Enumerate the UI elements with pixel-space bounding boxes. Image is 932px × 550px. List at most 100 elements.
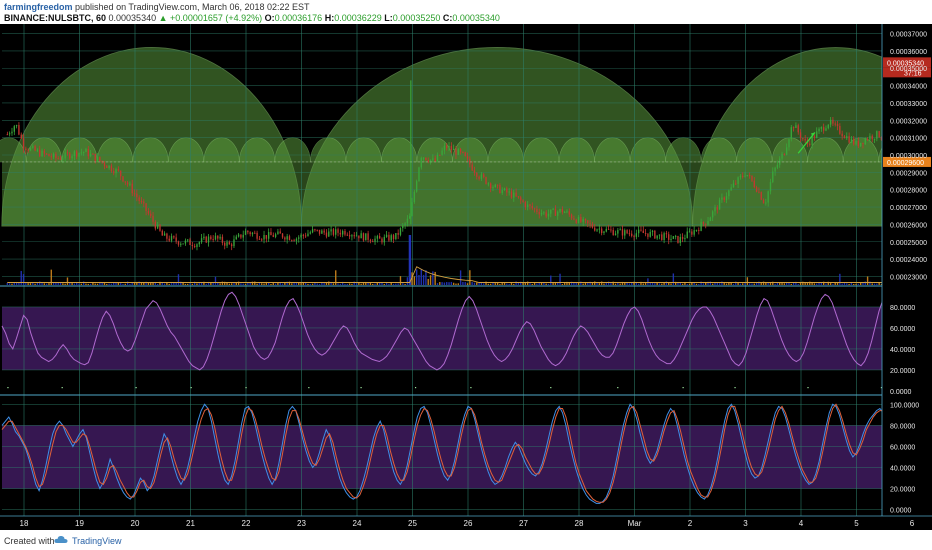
volume-bar <box>108 283 110 285</box>
volume-bar <box>561 283 564 285</box>
candle-body <box>57 158 59 160</box>
volume-bar <box>543 282 545 285</box>
candle-body <box>788 139 790 148</box>
candle-body <box>744 175 746 177</box>
volume-bar <box>818 281 820 285</box>
candle-body <box>92 153 94 155</box>
candle-body <box>596 229 598 231</box>
candle-body <box>316 229 318 231</box>
candle-body <box>175 237 177 242</box>
volume-bar <box>406 277 409 285</box>
stoch-rsi-tick-label: 100.0000 <box>890 402 919 409</box>
last-price-badge-label: 0.00035340 <box>887 60 924 67</box>
volume-bar <box>133 282 136 285</box>
candle-body <box>829 119 832 125</box>
candle-body <box>59 158 62 160</box>
candle-body <box>34 146 36 151</box>
candle-body <box>415 181 418 192</box>
candle-body <box>212 239 214 241</box>
candle-body <box>314 229 316 231</box>
candle-body <box>644 233 647 235</box>
volume-bar <box>617 282 619 285</box>
candle-body <box>515 192 517 197</box>
volume-bar <box>871 283 873 285</box>
volume-bar <box>628 283 631 285</box>
level-badge-label: 0.00029600 <box>887 160 924 167</box>
candle-body <box>436 154 439 162</box>
volume-bar <box>351 283 353 285</box>
author-link[interactable]: farmingfreedom <box>4 2 73 12</box>
volume-bar <box>311 283 314 285</box>
volume-bar <box>524 282 527 285</box>
volume-bar <box>473 282 476 285</box>
candle-body <box>496 184 499 186</box>
candle-body <box>580 217 582 222</box>
volume-bar <box>695 283 698 285</box>
volume-bar <box>614 283 617 285</box>
volume-bar <box>173 282 175 285</box>
candle-body <box>735 183 737 185</box>
volume-bar <box>677 282 679 285</box>
volume-bar <box>506 283 508 285</box>
volume-bar <box>207 281 210 285</box>
volume-bar <box>760 282 762 285</box>
candle-body <box>203 236 205 239</box>
volume-bar <box>480 282 483 285</box>
candle-body <box>55 153 57 159</box>
candle-body <box>839 125 841 134</box>
candle-body <box>679 237 681 243</box>
candle-body <box>348 234 351 237</box>
candle-body <box>224 242 226 246</box>
candle-body <box>600 228 603 233</box>
volume-bar <box>665 281 668 285</box>
signal-dot <box>550 387 552 389</box>
candle-body <box>89 153 92 157</box>
candle-body <box>716 207 718 210</box>
tradingview-brand[interactable]: TradingView <box>72 536 122 546</box>
volume-bar <box>341 281 344 285</box>
volume-bar <box>203 281 205 285</box>
volume-bar <box>362 283 365 285</box>
candle-body <box>730 187 732 191</box>
volume-bar <box>813 283 816 285</box>
candle-body <box>265 235 268 239</box>
candle-body <box>150 213 152 216</box>
volume-bar <box>742 283 744 285</box>
candle-body <box>166 233 168 239</box>
time-axis-bg <box>0 516 932 530</box>
volume-bar <box>166 282 168 285</box>
trend-arrow-head <box>810 132 815 137</box>
candle-body <box>758 191 760 193</box>
candle-body <box>390 235 392 241</box>
candle-body <box>242 234 244 238</box>
volume-bar <box>217 282 219 285</box>
volume-bar <box>866 276 869 285</box>
candle-body <box>425 157 427 161</box>
volume-bar <box>328 281 330 285</box>
candle-body <box>575 219 577 223</box>
candle-body <box>804 139 806 141</box>
candle-body <box>753 180 755 188</box>
candle-body <box>785 147 788 155</box>
level-badge <box>883 156 931 167</box>
volume-bar <box>355 283 358 285</box>
candle-body <box>529 204 531 206</box>
signal-dot <box>734 387 736 389</box>
candle-body <box>483 174 485 178</box>
volume-bar <box>781 282 783 285</box>
candle-body <box>799 132 802 138</box>
candle-body <box>705 223 707 225</box>
publish-line: farmingfreedom published on TradingView.… <box>4 2 310 12</box>
candle-body <box>6 134 9 136</box>
chart-area[interactable]: 0.00037000 0.00036000 0.00035000 0.00034000… <box>0 24 932 530</box>
candle-body <box>587 220 589 224</box>
candle-body <box>480 174 483 179</box>
volume-bar <box>156 283 159 285</box>
candle-body <box>547 213 550 217</box>
price-tick-label: 0.00033000 <box>890 101 927 108</box>
low-label: L: <box>384 13 393 23</box>
volume-bar <box>779 282 781 285</box>
stoch-tick-label: 20.0000 <box>890 368 915 375</box>
volume-bar <box>57 282 59 285</box>
volume-bar <box>390 282 392 285</box>
